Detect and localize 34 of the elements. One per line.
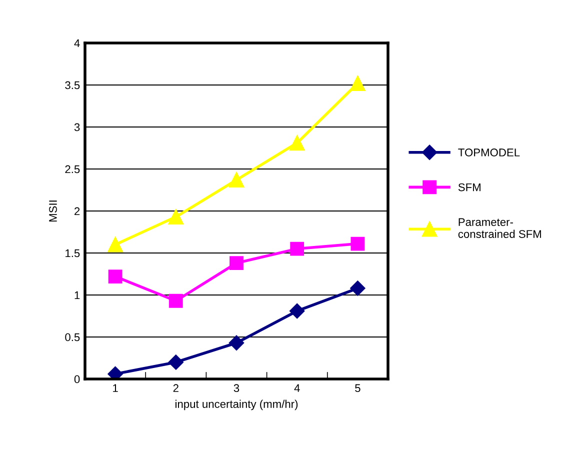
point xyxy=(168,209,184,225)
y-tick-label: 3 xyxy=(74,123,80,132)
y-tick-label: 1 xyxy=(74,291,80,300)
point xyxy=(289,135,305,151)
point xyxy=(290,303,305,319)
y-tick-label: 4 xyxy=(74,39,80,48)
point xyxy=(108,236,123,252)
point xyxy=(108,366,123,379)
point xyxy=(350,76,366,91)
y-tick-label: 2.5 xyxy=(65,165,80,174)
point xyxy=(228,172,244,188)
point xyxy=(290,242,304,256)
point xyxy=(350,280,366,296)
legend-label: Parameter- constrained SFM xyxy=(458,218,541,238)
point xyxy=(168,354,184,370)
legend-label: TOPMODEL xyxy=(458,148,520,156)
point xyxy=(108,270,122,284)
y-axis-title: MSII xyxy=(49,200,57,222)
y-tick-label: 3.5 xyxy=(65,81,80,90)
y-tick-label: 0 xyxy=(74,375,80,384)
x-tick-label: 3 xyxy=(234,384,240,392)
x-tick-label: 2 xyxy=(173,384,178,392)
x-tick-label: 1 xyxy=(113,384,118,392)
y-tick-label: 0.5 xyxy=(65,333,80,342)
x-tick-label: 4 xyxy=(294,384,300,392)
y-tick-label: 2 xyxy=(74,207,80,216)
point xyxy=(350,236,365,251)
legend-label: SFM xyxy=(458,183,480,192)
x-tick-label: 5 xyxy=(355,384,360,392)
point xyxy=(168,294,183,308)
point xyxy=(228,335,244,350)
y-tick-label: 1.5 xyxy=(66,249,80,258)
x-axis-title: input uncertainty (mm/hr) xyxy=(176,400,298,410)
point xyxy=(230,256,244,270)
